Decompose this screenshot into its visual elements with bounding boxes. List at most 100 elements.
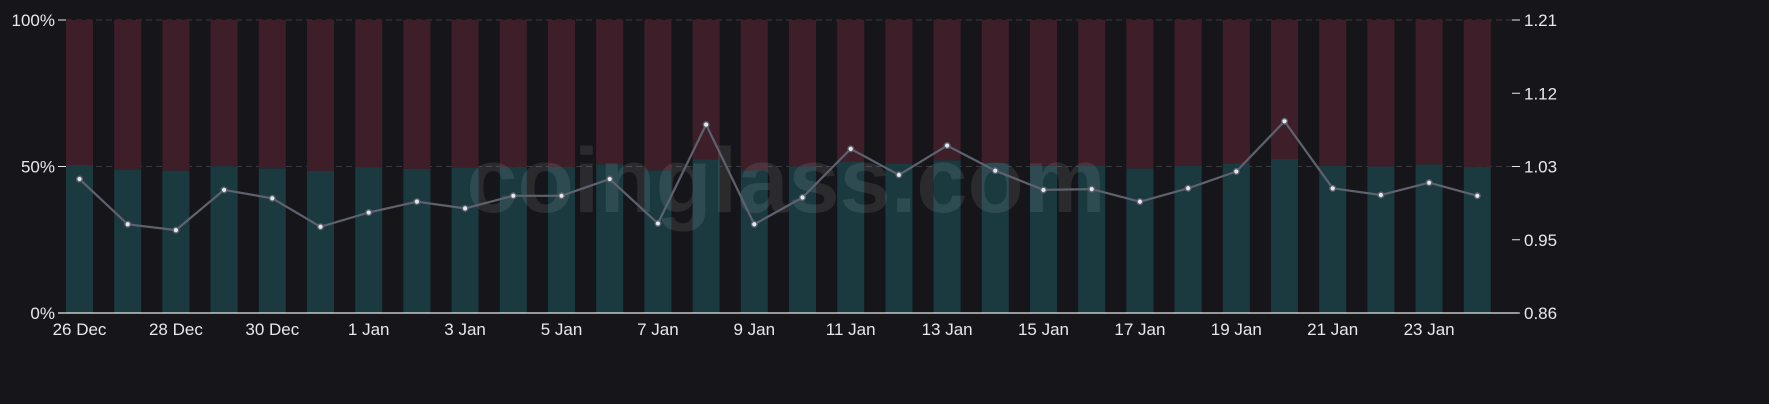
bar-long-26 Dec xyxy=(66,165,93,313)
ratio-point-3 Jan xyxy=(461,204,469,212)
bar-short-29 Dec xyxy=(210,20,238,167)
bar-short-12 Jan xyxy=(885,20,913,164)
ratio-point-20 Jan xyxy=(1280,117,1288,125)
bar-short-6 Jan xyxy=(596,20,624,165)
x-tick-label: 17 Jan xyxy=(1114,320,1165,339)
bar-long-28 Dec xyxy=(162,170,190,313)
x-tick-label: 15 Jan xyxy=(1018,320,1069,339)
bar-short-5 Jan xyxy=(548,20,575,167)
watermark-text: coinglass.com xyxy=(466,130,1105,232)
ratio-point-9 Jan xyxy=(750,220,758,228)
bar-short-1 Jan xyxy=(355,20,383,168)
ratio-line xyxy=(75,117,1481,234)
bar-short-13 Jan xyxy=(933,20,961,161)
ratio-point-22 Jan xyxy=(1377,191,1385,199)
ratio-point-24 Jan xyxy=(1473,192,1481,200)
bar-long-17 Jan xyxy=(1126,168,1154,313)
ratio-point-12 Jan xyxy=(895,171,903,179)
bar-long-14 Jan xyxy=(981,162,1009,313)
ratio-point-4 Jan xyxy=(509,192,517,200)
y-left-tick-label: 50% xyxy=(21,158,55,177)
bar-long-3 Jan xyxy=(451,167,479,313)
ratio-point-8 Jan xyxy=(702,121,710,129)
x-tick-label: 23 Jan xyxy=(1404,320,1455,339)
bar-short-7 Jan xyxy=(644,20,672,171)
ratio-point-16 Jan xyxy=(1088,185,1096,193)
bar-short-17 Jan xyxy=(1126,20,1154,169)
ratio-point-7 Jan xyxy=(654,219,662,227)
bar-long-8 Jan xyxy=(692,159,720,313)
ratio-point-19 Jan xyxy=(1232,168,1240,176)
ratio-point-1 Jan xyxy=(365,209,373,217)
bar-short-31 Dec xyxy=(307,20,334,171)
bar-short-21 Jan xyxy=(1319,20,1347,166)
bar-long-31 Dec xyxy=(307,170,334,313)
x-tick-label: 11 Jan xyxy=(826,320,876,339)
x-tick-label: 9 Jan xyxy=(734,320,776,339)
bar-short-10 Jan xyxy=(789,20,816,167)
ratio-polyline xyxy=(78,120,1478,232)
ratio-point-6 Jan xyxy=(606,175,614,183)
ratio-point-10 Jan xyxy=(799,193,807,201)
x-tick-label: 30 Dec xyxy=(245,320,299,339)
ratio-point-11 Jan xyxy=(847,145,855,153)
bar-short-28 Dec xyxy=(162,20,190,171)
bar-short-19 Jan xyxy=(1222,20,1250,164)
bar-long-11 Jan xyxy=(837,161,865,313)
x-tick-label: 28 Dec xyxy=(149,320,203,339)
bar-short-8 Jan xyxy=(692,20,720,160)
ratio-point-26 Dec xyxy=(75,175,83,183)
x-tick-label: 21 Jan xyxy=(1307,320,1358,339)
x-tick-label: 1 Jan xyxy=(348,320,390,339)
ratio-point-27 Dec xyxy=(124,220,132,228)
x-tick-label: 3 Jan xyxy=(444,320,486,339)
bar-long-20 Jan xyxy=(1271,158,1298,313)
bar-short-27 Dec xyxy=(114,20,142,171)
y-right-tick-label: 0.86 xyxy=(1524,304,1557,323)
bar-short-9 Jan xyxy=(740,20,768,171)
bar-short-2 Jan xyxy=(403,20,431,169)
ratio-point-23 Jan xyxy=(1425,179,1433,187)
bar-long-22 Jan xyxy=(1367,166,1395,313)
bar-long-13 Jan xyxy=(933,160,961,313)
bar-long-23 Jan xyxy=(1415,164,1443,313)
axes: 0% 50% 100% 0.86 0.95 1.03 1.12 1.21 26 Dec 28 De… xyxy=(12,11,1558,339)
bar-short-16 Jan xyxy=(1078,20,1106,166)
bar-short-11 Jan xyxy=(837,20,865,162)
bar-long-9 Jan xyxy=(740,170,768,313)
bar-short-24 Jan xyxy=(1463,20,1491,167)
x-tick-label: 5 Jan xyxy=(541,320,583,339)
bar-long-1 Jan xyxy=(355,167,383,313)
bar-short-4 Jan xyxy=(499,20,527,167)
bar-short-23 Jan xyxy=(1415,20,1443,165)
bar-long-2 Jan xyxy=(403,168,431,313)
ratio-point-17 Jan xyxy=(1136,198,1144,206)
bar-long-5 Jan xyxy=(548,166,575,313)
ratio-point-31 Dec xyxy=(317,223,325,231)
y-right-tick-label: 1.03 xyxy=(1524,158,1557,177)
y-right-tick-label: 1.12 xyxy=(1524,84,1557,103)
y-left-tick-label: 0% xyxy=(30,304,55,323)
bar-long-24 Jan xyxy=(1463,166,1491,313)
bar-short-22 Jan xyxy=(1367,20,1395,167)
ratio-point-13 Jan xyxy=(943,142,951,150)
ratio-point-29 Dec xyxy=(220,186,228,194)
bar-short-30 Dec xyxy=(258,20,286,169)
ratio-point-28 Dec xyxy=(172,226,180,234)
bar-short-3 Jan xyxy=(451,20,479,168)
bar-long-27 Dec xyxy=(114,170,142,313)
bar-long-12 Jan xyxy=(885,163,913,313)
bar-short-14 Jan xyxy=(981,20,1009,163)
bar-long-6 Jan xyxy=(596,164,624,313)
ratio-point-5 Jan xyxy=(558,192,566,200)
bar-long-4 Jan xyxy=(499,166,527,313)
bar-short-26 Dec xyxy=(66,20,93,166)
x-tick-label: 26 Dec xyxy=(53,320,107,339)
bar-long-19 Jan xyxy=(1222,163,1250,313)
bar-short-15 Jan xyxy=(1030,20,1057,166)
ratio-point-21 Jan xyxy=(1329,184,1337,192)
y-right-tick-label: 1.21 xyxy=(1524,11,1557,30)
y-right-tick-label: 0.95 xyxy=(1524,231,1557,250)
